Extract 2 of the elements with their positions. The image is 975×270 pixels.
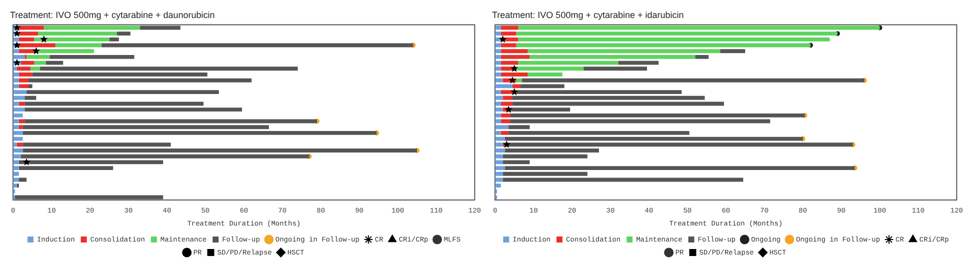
chart-title: Treatment: IVO 500mg + cytarabine + idarubicin (492, 10, 684, 20)
chart-title: Treatment: IVO 500mg + cytarabine + daunorubicin (10, 10, 215, 20)
